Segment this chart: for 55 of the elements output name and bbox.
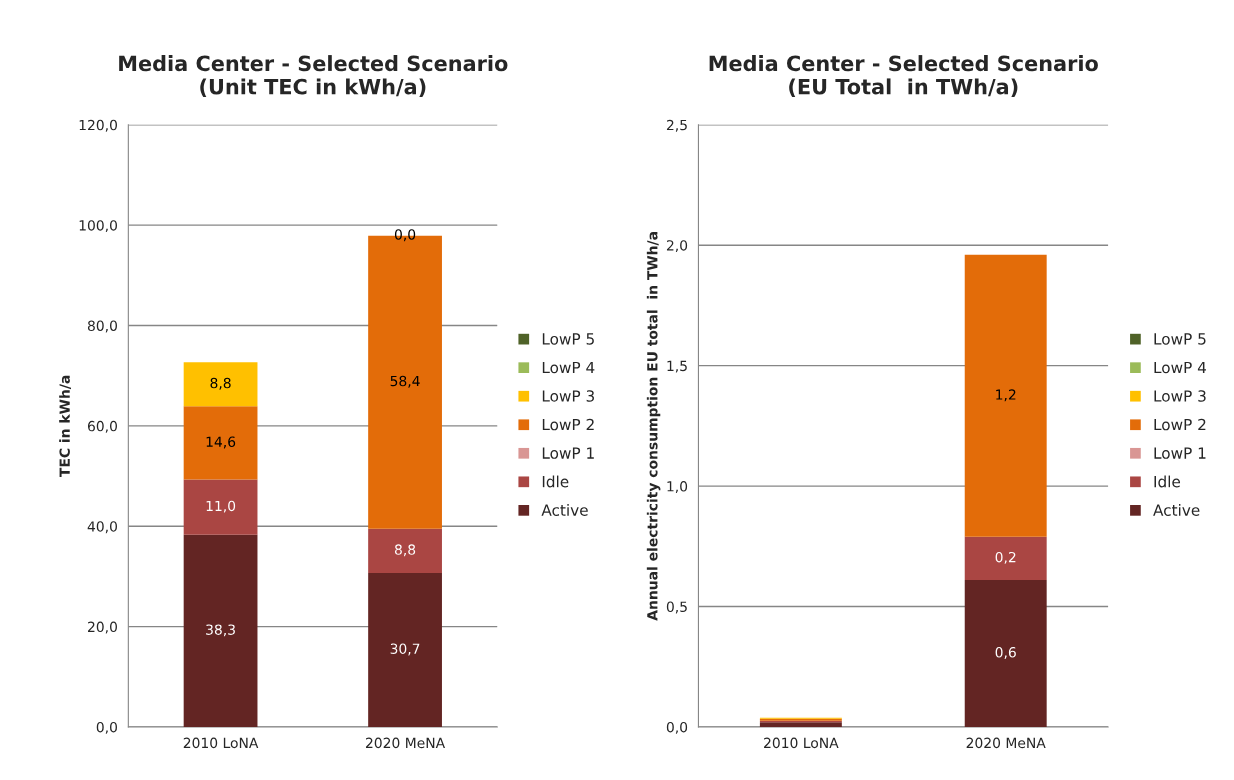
bar: [964, 536, 1047, 581]
y-tick-label: 2,5: [666, 119, 687, 132]
bar: [183, 534, 258, 727]
legend-label: Active: [541, 504, 588, 516]
y-tick-label: 0,5: [666, 601, 687, 614]
bar: [368, 572, 442, 727]
bar: [368, 528, 442, 573]
chart-title: Media Center - Selected Scenario (EU Total in TWh/a): [709, 55, 1098, 97]
y-tick-label: 1,5: [667, 360, 687, 373]
data-label: 38,3: [206, 624, 235, 637]
data-label: 58,4: [390, 375, 420, 388]
legend-label: Idle: [542, 475, 569, 488]
y-tick-label: 2,0: [666, 240, 688, 253]
x-tick-label: 2010 LoNA: [764, 737, 839, 749]
legend-label: LowP 3: [542, 390, 594, 402]
bar: [183, 479, 258, 535]
legend-label: LowP 4: [1154, 361, 1207, 374]
data-label: 1,2: [996, 389, 1016, 402]
bar: [183, 406, 258, 480]
data-label: 11,0: [206, 500, 236, 513]
bar: [759, 722, 842, 727]
legend-label: LowP 2: [542, 418, 594, 431]
data-label: 30,7: [390, 643, 420, 656]
bar: [183, 362, 258, 407]
y-axis-title: TEC in kWh/a: [59, 375, 71, 477]
data-label: 8,8: [394, 544, 416, 557]
y-tick-label: 80,0: [87, 320, 117, 333]
data-label: 0,6: [995, 647, 1016, 659]
data-label: 8,8: [210, 377, 231, 390]
legend-label: LowP 1: [542, 447, 594, 459]
legend-label: LowP 5: [1154, 333, 1206, 345]
legend-label: LowP 5: [542, 333, 594, 345]
y-tick-label: 40,0: [87, 521, 117, 534]
data-label: 14,6: [206, 436, 236, 449]
data-label: 0,2: [995, 551, 1016, 564]
legend-label: LowP 1: [1154, 447, 1206, 459]
x-tick-label: 2020 MeNA: [365, 737, 446, 749]
x-tick-label: 2020 MeNA: [966, 737, 1046, 749]
y-tick-label: 1,0: [667, 481, 688, 493]
chart-title: Media Center - Selected Scenario (Unit TEC in kWh/a): [119, 55, 508, 97]
y-tick-label: 120,0: [79, 119, 117, 132]
x-tick-label: 2010 LoNA: [183, 737, 259, 749]
y-tick-label: 20,0: [88, 621, 117, 634]
legend-label: LowP 3: [1154, 390, 1206, 402]
y-tick-label: 0,0: [666, 721, 688, 734]
y-tick-label: 60,0: [87, 420, 117, 433]
legend-label: LowP 2: [1154, 418, 1206, 431]
y-axis-title: Annual electricity consumption EU total in TWh/a: [646, 232, 661, 621]
y-tick-label: 100,0: [79, 220, 117, 233]
bar: [964, 580, 1047, 727]
legend-label: Idle: [1154, 475, 1181, 488]
legend-label: Active: [1153, 504, 1200, 516]
bar: [964, 254, 1047, 537]
legend-label: LowP 4: [542, 361, 595, 374]
y-tick-label: 0,0: [96, 721, 117, 734]
